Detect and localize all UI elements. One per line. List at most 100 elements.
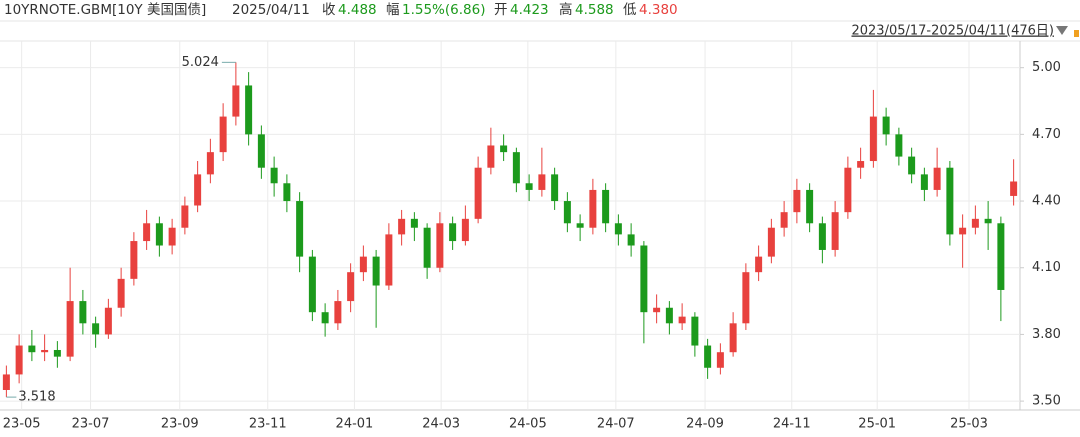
- candle-body: [742, 272, 750, 324]
- candle-body: [640, 245, 648, 313]
- candle-body: [602, 189, 610, 224]
- open: 4.423: [510, 2, 549, 18]
- candle-body: [117, 278, 125, 308]
- candle-body: [767, 227, 775, 257]
- annotation: 3.518: [18, 390, 55, 405]
- candle-body: [857, 161, 865, 168]
- candle-body: [92, 323, 100, 335]
- candle-body: [194, 174, 202, 206]
- candle-body: [474, 167, 482, 219]
- candle-body: [869, 116, 877, 162]
- low: 4.380: [639, 2, 678, 18]
- symbol: 10YRNOTE.GBM[10Y 美国国债]: [4, 2, 206, 18]
- candle-body: [908, 156, 916, 175]
- candle-body: [130, 241, 138, 279]
- candle-body: [997, 223, 1005, 290]
- candle-body: [347, 272, 355, 302]
- annotation: 5.024: [182, 55, 219, 70]
- candle-body: [104, 307, 112, 335]
- candle-body: [181, 205, 189, 228]
- candle-body: [512, 152, 520, 184]
- candle-body: [66, 301, 74, 357]
- candle-body: [678, 316, 686, 324]
- candle-body: [946, 167, 954, 235]
- candle-body: [232, 85, 240, 117]
- candle-body: [143, 223, 151, 242]
- x-tick-label: 23-07: [72, 417, 110, 432]
- candle-body: [755, 256, 763, 273]
- candle-body: [691, 316, 699, 346]
- y-tick-label: 3.80: [1032, 327, 1061, 342]
- candle-body: [729, 323, 737, 353]
- candle-body: [15, 345, 23, 375]
- close: 4.488: [338, 2, 377, 18]
- candle-body: [270, 167, 278, 184]
- label: 低: [623, 2, 637, 18]
- x-tick-label: 24-11: [773, 417, 811, 432]
- candle-body: [614, 223, 622, 235]
- candle-body: [53, 349, 61, 357]
- candle-body: [933, 167, 941, 190]
- change: 1.55%(6.86): [402, 2, 485, 18]
- candle-body: [500, 145, 508, 153]
- label: 高: [559, 1, 573, 18]
- candle-body: [793, 189, 801, 213]
- candle-body: [359, 256, 367, 273]
- candle-body: [882, 116, 890, 135]
- candle-body: [2, 374, 10, 390]
- x-tick-label: 23-11: [249, 417, 287, 432]
- candle-body: [79, 301, 87, 324]
- candle-body: [627, 234, 635, 246]
- candle-body: [563, 201, 571, 224]
- candle-body: [308, 256, 316, 313]
- candle-body: [219, 116, 227, 153]
- candle-body: [589, 189, 597, 228]
- x-tick-label: 24-09: [686, 417, 724, 432]
- candle-body: [971, 218, 979, 228]
- candle-body: [449, 223, 457, 242]
- candle-body: [1010, 181, 1018, 196]
- candle-body: [525, 183, 533, 190]
- candle-body: [984, 218, 992, 224]
- candle-body: [41, 349, 49, 353]
- y-tick-label: 4.10: [1032, 260, 1061, 275]
- candle-body: [831, 212, 839, 250]
- candle-body: [398, 218, 406, 235]
- x-tick-label: 24-03: [422, 417, 460, 432]
- range[interactable]: 2023/05/17-2025/04/11(476日): [851, 24, 1054, 39]
- candle-body: [704, 345, 712, 368]
- candle-body: [385, 234, 393, 286]
- candle-body: [206, 152, 214, 175]
- date: 2025/04/11: [232, 2, 310, 18]
- dropdown-icon[interactable]: [1056, 26, 1068, 35]
- candle-body: [283, 183, 291, 202]
- candle-body: [334, 301, 342, 324]
- x-tick-label: 24-01: [336, 417, 374, 432]
- candle-body: [423, 227, 431, 268]
- y-tick-label: 5.00: [1032, 60, 1061, 75]
- candle-body: [538, 174, 546, 190]
- candle-body: [155, 223, 163, 246]
- candle-body: [806, 189, 814, 224]
- candle-body: [920, 174, 928, 190]
- candle-body: [372, 256, 380, 286]
- candle-body: [551, 174, 559, 202]
- candle-body: [780, 212, 788, 228]
- candle-body: [257, 134, 265, 168]
- candle-body: [296, 201, 304, 257]
- candle-body: [461, 218, 469, 242]
- candle-body: [321, 312, 329, 324]
- x-tick-label: 25-01: [858, 417, 896, 432]
- candle-body: [245, 85, 253, 135]
- candle-body: [665, 307, 673, 324]
- label: 开: [494, 2, 508, 18]
- candle-body: [487, 145, 495, 168]
- candle-body: [436, 223, 444, 268]
- x-tick-label: 25-03: [950, 417, 988, 432]
- candle-body: [716, 352, 724, 368]
- x-tick-label: 23-05: [3, 417, 41, 432]
- candle-body: [576, 223, 584, 228]
- label: 收: [322, 2, 336, 18]
- y-tick-label: 4.40: [1032, 194, 1061, 209]
